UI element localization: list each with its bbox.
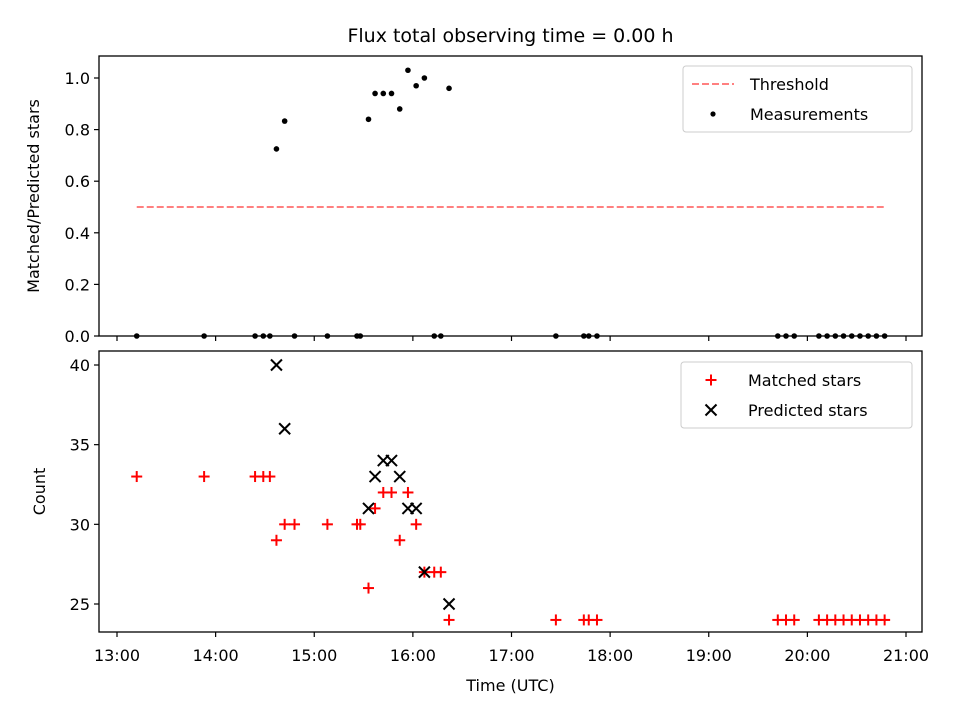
legend-matched-marker (705, 374, 717, 386)
x-tick-label: 14:00 (193, 646, 239, 665)
x-tick-label: 21:00 (883, 646, 929, 665)
matched-star-point (435, 566, 447, 578)
bottom-y-tick-label: 35 (70, 436, 90, 455)
legend-threshold-label: Threshold (749, 75, 829, 94)
top-y-tick-label: 0.8 (65, 121, 90, 140)
matched-star-point (386, 486, 398, 498)
legend-predicted-marker (704, 403, 718, 417)
bottom-y-axis-label: Count (30, 468, 49, 516)
matched-star-point (369, 502, 381, 514)
x-axis-label: Time (UTC) (465, 676, 554, 695)
bottom-y-tick-label: 25 (70, 595, 90, 614)
bottom-legend: Matched stars Predicted stars (680, 361, 913, 429)
matched-star-point (289, 518, 301, 530)
legend-predicted-label: Predicted stars (748, 401, 868, 420)
top-panel: Flux total observing time = 0.00 h 0.00.… (24, 25, 923, 346)
bottom-panel: 13:00 14:00 15:00 16:00 17:00 18:00 19:00 20:00… (30, 350, 929, 695)
predicted-star-point (270, 358, 283, 372)
matched-star-point (198, 471, 210, 483)
legend-measurements-swatch (710, 111, 716, 117)
top-y-axis-label: Matched/Predicted stars (24, 99, 43, 293)
measurement-point (273, 146, 280, 152)
measurement-point (372, 90, 378, 97)
top-y-tick-label: 0.0 (65, 327, 90, 346)
bottom-plot-area (131, 358, 891, 626)
measurement-point (396, 106, 403, 112)
measurement-point (281, 118, 288, 124)
top-y-tick-label: 0.4 (65, 224, 90, 243)
matched-star-point (788, 614, 800, 626)
matched-star-point (879, 614, 891, 626)
matched-star-point (354, 518, 366, 530)
bottom-y-tick-label: 30 (70, 515, 90, 534)
matched-star-point (591, 614, 603, 626)
top-y-tick-label: 1.0 (65, 69, 90, 88)
predicted-star-point (368, 470, 382, 483)
bottom-y-ticks: 25 30 35 40 (70, 356, 99, 614)
matched-star-point (362, 582, 374, 594)
predicted-star-point (278, 422, 291, 435)
matched-star-point (550, 614, 562, 626)
x-tick-label: 16:00 (390, 646, 436, 665)
predicted-star-point-b (368, 470, 382, 483)
bottom-y-tick-label: 40 (70, 356, 90, 375)
measurement-point (365, 116, 372, 123)
legend-predicted-marker-b (704, 403, 718, 417)
predicted-star-point-b (278, 422, 291, 435)
measurement-point (446, 85, 452, 92)
legend-measurements-label: Measurements (750, 105, 868, 124)
matched-star-point (131, 471, 143, 483)
matched-star-point (394, 534, 406, 546)
x-tick-label: 13:00 (94, 646, 140, 665)
matched-star-point (402, 486, 414, 498)
top-y-tick-label: 0.2 (65, 275, 90, 294)
top-y-tick-label: 0.6 (65, 172, 90, 191)
top-axes-frame (98, 55, 923, 337)
matched-star-point (270, 534, 282, 546)
predicted-star-point (393, 470, 406, 483)
matched-star-point (264, 471, 276, 483)
x-tick-label: 20:00 (784, 646, 830, 665)
matched-star-point (410, 518, 422, 530)
predicted-star-point-b (418, 565, 431, 579)
measurement-point (421, 75, 428, 81)
x-tick-label: 17:00 (488, 646, 534, 665)
chart-title: Flux total observing time = 0.00 h (347, 25, 673, 47)
top-x-ticks (116, 336, 907, 341)
predicted-star-point (385, 454, 398, 467)
measurement-point (380, 90, 387, 97)
predicted-star-point (409, 502, 423, 515)
predicted-star-point-b (442, 597, 456, 611)
predicted-star-point (418, 565, 431, 579)
matched-star-point (321, 518, 333, 530)
x-tick-label: 18:00 (587, 646, 633, 665)
x-tick-label: 19:00 (686, 646, 732, 665)
legend-matched-label: Matched stars (748, 371, 861, 390)
bottom-x-ticks: 13:00 14:00 15:00 16:00 17:00 18:00 19:00 20:00… (94, 632, 929, 665)
predicted-star-point (442, 597, 456, 611)
predicted-star-point-b (385, 454, 398, 467)
matched-star-point (279, 518, 291, 530)
top-legend: Threshold Measurements (682, 65, 913, 133)
top-legend-box (682, 65, 913, 133)
legend-predicted-swatch (704, 403, 718, 417)
legend-matched-swatch (705, 374, 717, 386)
measurement-point (388, 90, 395, 97)
top-y-ticks: 0.0 0.2 0.4 0.6 0.8 1.0 (65, 69, 99, 346)
matched-star-point (443, 614, 455, 626)
predicted-star-point-b (393, 470, 406, 483)
bottom-legend-box (680, 361, 913, 429)
measurement-point (405, 67, 411, 74)
x-tick-label: 15:00 (291, 646, 337, 665)
predicted-star-point-b (270, 358, 283, 372)
bottom-axes-frame (98, 350, 923, 633)
predicted-star-point (362, 502, 375, 515)
measurement-point (413, 82, 419, 89)
predicted-star-point-b (409, 502, 423, 515)
predicted-star-point-b (362, 502, 375, 515)
